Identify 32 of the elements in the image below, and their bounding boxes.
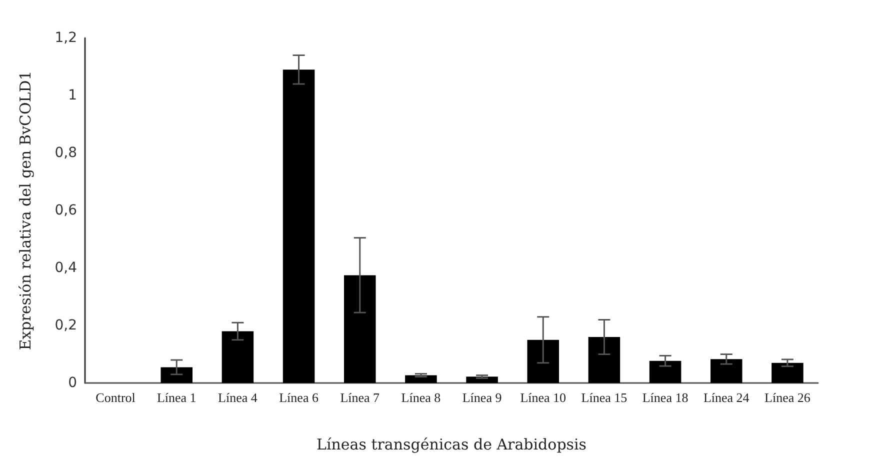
x-tick-label: Línea 24 [703, 390, 750, 405]
x-tick-label: Línea 8 [401, 390, 441, 405]
x-tick-label: Línea 1 [156, 390, 196, 405]
x-tick-label: Línea 4 [218, 390, 258, 405]
bar [710, 359, 742, 383]
bar [649, 360, 682, 383]
x-tick-label: Línea 9 [462, 390, 502, 405]
x-tick-label: Línea 26 [764, 390, 811, 405]
y-tick-label: 0,6 [54, 202, 78, 218]
x-axis-title: Líneas transgénicas de Arabidopsis [316, 436, 586, 454]
bar [222, 331, 254, 383]
bar [160, 367, 193, 383]
bar [405, 375, 437, 383]
x-tick-label: Línea 6 [279, 390, 319, 405]
y-tick-label: 1 [68, 88, 77, 104]
x-tick-label: Línea 15 [581, 390, 628, 405]
bar [527, 340, 560, 383]
y-axis-title: Expresión relativa del gen BvCOLD1 [16, 70, 34, 350]
bar [588, 337, 620, 383]
x-tick-label: Control [96, 390, 136, 405]
bar [466, 376, 498, 383]
y-tick-label: 0,2 [54, 318, 77, 334]
y-tick-label: 0,4 [54, 260, 78, 276]
y-tick-label: 0 [68, 375, 77, 391]
y-tick-label: 0,8 [54, 145, 77, 161]
bar [282, 70, 315, 383]
x-tick-label: Línea 10 [520, 390, 566, 405]
bar [772, 362, 804, 383]
bar [344, 275, 376, 383]
x-tick-label: Línea 7 [340, 390, 380, 405]
x-tick-label: Línea 18 [642, 390, 688, 405]
y-tick-label: 1,2 [54, 30, 77, 46]
